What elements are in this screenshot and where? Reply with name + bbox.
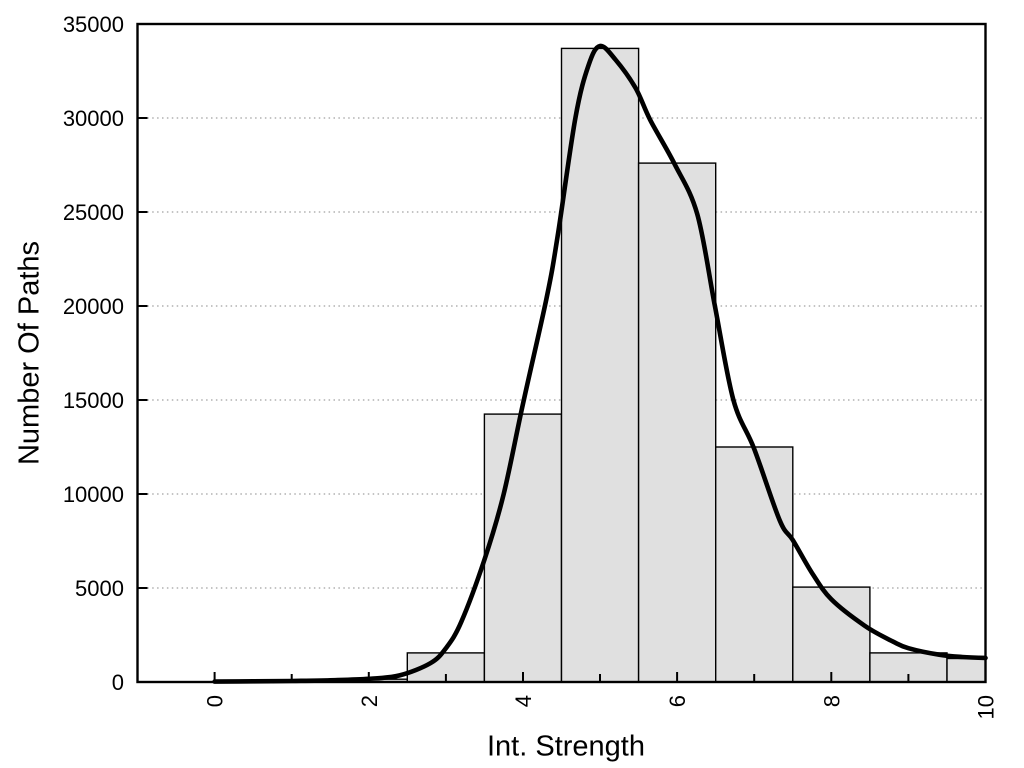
- y-tick-label: 5000: [75, 576, 124, 601]
- x-tick-label: 10: [974, 695, 999, 719]
- y-tick-label: 0: [112, 670, 124, 695]
- y-tick-label: 15000: [63, 388, 124, 413]
- y-axis-title: Number Of Paths: [13, 240, 46, 466]
- y-tick-label: 25000: [63, 200, 124, 225]
- x-tick-label: 2: [357, 695, 382, 707]
- plot-border: [136, 22, 987, 684]
- axis-ticks: [137, 23, 987, 683]
- histogram-bar: [560, 47, 640, 683]
- histogram-bar: [946, 657, 987, 683]
- density-curve-group: [212, 43, 988, 684]
- x-tick-label: 0: [203, 695, 228, 707]
- histogram-bar: [483, 413, 563, 683]
- histogram-bars: [329, 47, 987, 683]
- histogram-bar: [792, 586, 871, 683]
- y-tick-label: 35000: [63, 12, 124, 37]
- x-tick-label: 6: [665, 695, 690, 707]
- x-tick-labels: 0 2 4 6 8 10: [203, 695, 999, 719]
- y-tick-label: 30000: [63, 106, 124, 131]
- x-tick-label: 8: [819, 695, 844, 707]
- y-tick-labels: 0 5000 10000 15000 20000 25000 30000 35000: [63, 12, 124, 695]
- y-tick-label: 10000: [63, 482, 124, 507]
- y-tick-label: 20000: [63, 294, 124, 319]
- density-curve: [212, 43, 988, 684]
- x-axis-title: Int. Strength: [487, 730, 645, 763]
- histogram-bar: [715, 446, 794, 683]
- plot-border-group: [136, 22, 987, 684]
- x-tick-label: 4: [511, 695, 536, 707]
